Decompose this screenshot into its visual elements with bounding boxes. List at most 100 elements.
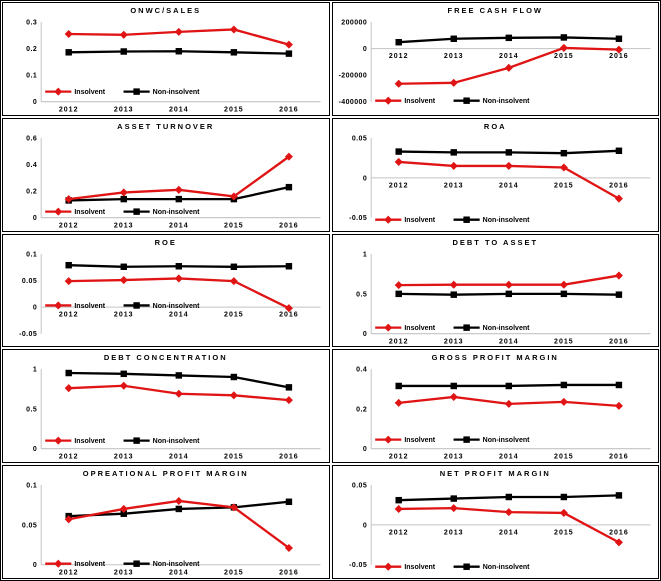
y-tick-label: 0 <box>362 523 366 530</box>
y-tick-label: 0.6 <box>26 135 37 142</box>
marker-non-insolvent <box>450 291 457 298</box>
y-tick-label: 0 <box>362 175 366 182</box>
marker-non-insolvent <box>450 148 457 156</box>
marker-non-insolvent <box>560 149 567 157</box>
marker-non-insolvent <box>615 291 622 298</box>
marker-insolvent <box>504 400 513 409</box>
legend-item-non-insolvent: Non-insolvent <box>453 97 530 105</box>
marker-non-insolvent <box>285 262 293 270</box>
legend-item-non-insolvent: Non-insolvent <box>453 436 530 445</box>
chart-canvas: 0 0.5 1 2012 2013 2014 2015 2016 Insolvent Non-in… <box>356 251 650 345</box>
chart-plot-debt-to-asset: 0 0.5 1 2012 2013 2014 2015 2016 Insolvent Non-in… <box>333 249 659 347</box>
legend-label-non-insolvent: Non-insolvent <box>482 325 529 332</box>
x-tick-label: 2014 <box>498 53 518 60</box>
legend-item-insolvent: Insolvent <box>374 215 435 224</box>
x-tick-label: 2014 <box>169 222 189 229</box>
chart-canvas: -0.05 0 0.05 2012 2013 2014 2015 2016 Insolvent N… <box>349 483 650 571</box>
y-tick-label: 0.2 <box>26 188 37 195</box>
x-tick-label: 2016 <box>279 454 299 461</box>
x-tick-label: 2013 <box>443 182 463 189</box>
y-tick-label: 0.1 <box>26 73 37 80</box>
marker-insolvent <box>449 504 458 513</box>
chart-panel-gross-profit-margin: GROSS PROFIT MARGIN 0 0.2 0.4 2012 2013 2014 2… <box>331 349 659 464</box>
chart-title: DEBT TO ASSET <box>452 237 539 247</box>
legend-item-non-insolvent: Non-insolvent <box>123 560 200 568</box>
marker-non-insolvent <box>65 49 72 56</box>
chart-panel-debt-to-asset: DEBT TO ASSET 0 0.5 1 2012 2013 2014 2015 2016 I… <box>331 233 659 348</box>
legend-label-insolvent: Insolvent <box>404 98 435 105</box>
y-tick-label: 0.5 <box>26 407 37 414</box>
marker-non-insolvent <box>615 382 622 389</box>
y-tick-label: 0 <box>362 447 366 454</box>
marker-insolvent <box>559 509 568 518</box>
legend-marker-insolvent <box>54 559 63 568</box>
y-tick-label: 0.2 <box>26 46 37 53</box>
chart-title: ROA <box>483 121 507 131</box>
marker-non-insolvent <box>394 497 402 504</box>
x-tick-label: 2012 <box>59 222 79 229</box>
x-tick-label: 2014 <box>169 454 189 461</box>
legend-label-non-insolvent: Non-insolvent <box>153 89 200 96</box>
marker-insolvent <box>174 390 183 399</box>
legend-marker-non-insolvent <box>462 563 470 571</box>
chart-title: ONWC/SALES <box>130 6 202 15</box>
legend-item-insolvent: Insolvent <box>45 559 106 568</box>
chart-plot-free-cash-flow: -400000 -200000 0 200000 2012 2013 2014 2015 201… <box>333 17 659 115</box>
legend-label-non-insolvent: Non-insolvent <box>153 561 200 568</box>
x-tick-label: 2013 <box>114 222 134 229</box>
y-tick-label: 0.05 <box>22 523 37 530</box>
marker-insolvent <box>614 538 623 547</box>
marker-insolvent <box>284 396 293 405</box>
marker-insolvent <box>504 63 513 72</box>
x-tick-label: 2013 <box>114 106 134 113</box>
x-tick-label: 2015 <box>224 311 244 318</box>
marker-non-insolvent <box>230 49 238 56</box>
chart-panel-asset-turnover: ASSET TURNOVER 0 0.2 0.4 0.6 2012 2013 2014 201… <box>2 117 330 232</box>
marker-insolvent <box>559 280 568 289</box>
y-tick-label: 0 <box>362 331 366 338</box>
y-tick-label: 0 <box>33 215 37 222</box>
legend-marker-non-insolvent <box>133 208 140 215</box>
y-tick-label: -0.05 <box>19 331 37 338</box>
y-tick-label: 0.2 <box>356 407 367 414</box>
marker-non-insolvent <box>120 195 127 203</box>
legend-item-non-insolvent: Non-insolvent <box>453 216 530 224</box>
marker-insolvent <box>394 157 403 166</box>
marker-insolvent <box>614 402 623 411</box>
marker-insolvent <box>174 185 183 194</box>
marker-insolvent <box>64 194 73 203</box>
marker-insolvent <box>449 280 458 289</box>
x-tick-label: 2012 <box>388 182 408 189</box>
x-tick-label: 2012 <box>59 454 79 461</box>
marker-non-insolvent <box>120 263 127 270</box>
marker-non-insolvent <box>120 370 127 378</box>
chart-panel-net-profit-margin: NET PROFIT MARGIN -0.05 0 0.05 2012 2013 2014… <box>331 465 659 579</box>
legend-item-non-insolvent: Non-insolvent <box>123 88 200 96</box>
x-tick-label: 2013 <box>443 53 463 60</box>
marker-insolvent <box>394 399 403 408</box>
y-tick-label: 1 <box>33 367 37 374</box>
marker-insolvent <box>64 29 73 39</box>
x-tick-label: 2013 <box>114 569 134 576</box>
y-tick-label: 0.4 <box>356 367 367 374</box>
chart-canvas: -0.05 0 0.05 2012 2013 2014 2015 2016 Insolvent N… <box>349 135 650 224</box>
legend-marker-non-insolvent <box>133 560 140 568</box>
marker-non-insolvent <box>175 48 183 55</box>
marker-insolvent <box>504 508 513 517</box>
marker-non-insolvent <box>615 35 622 42</box>
chart-title: GROSS PROFIT MARGIN <box>431 353 559 363</box>
marker-non-insolvent <box>175 372 183 380</box>
x-tick-label: 2016 <box>609 338 629 345</box>
legend-label-insolvent: Insolvent <box>404 325 435 332</box>
y-tick-label: 0 <box>33 562 37 569</box>
chart-panel-opreational-profit-margin: OPREATIONAL PROFIT MARGIN 0 0.05 0.1 2012 20… <box>2 465 330 579</box>
y-tick-label: -400000 <box>338 99 367 106</box>
marker-insolvent <box>64 384 73 393</box>
y-tick-label: 0 <box>33 99 37 106</box>
marker-non-insolvent <box>230 374 238 381</box>
legend-marker-insolvent <box>383 323 392 332</box>
chart-canvas: 0 0.5 1 2012 2013 2014 2015 2016 Insolvent Non-in… <box>26 367 321 461</box>
marker-non-insolvent <box>175 195 183 203</box>
marker-non-insolvent <box>615 492 622 499</box>
